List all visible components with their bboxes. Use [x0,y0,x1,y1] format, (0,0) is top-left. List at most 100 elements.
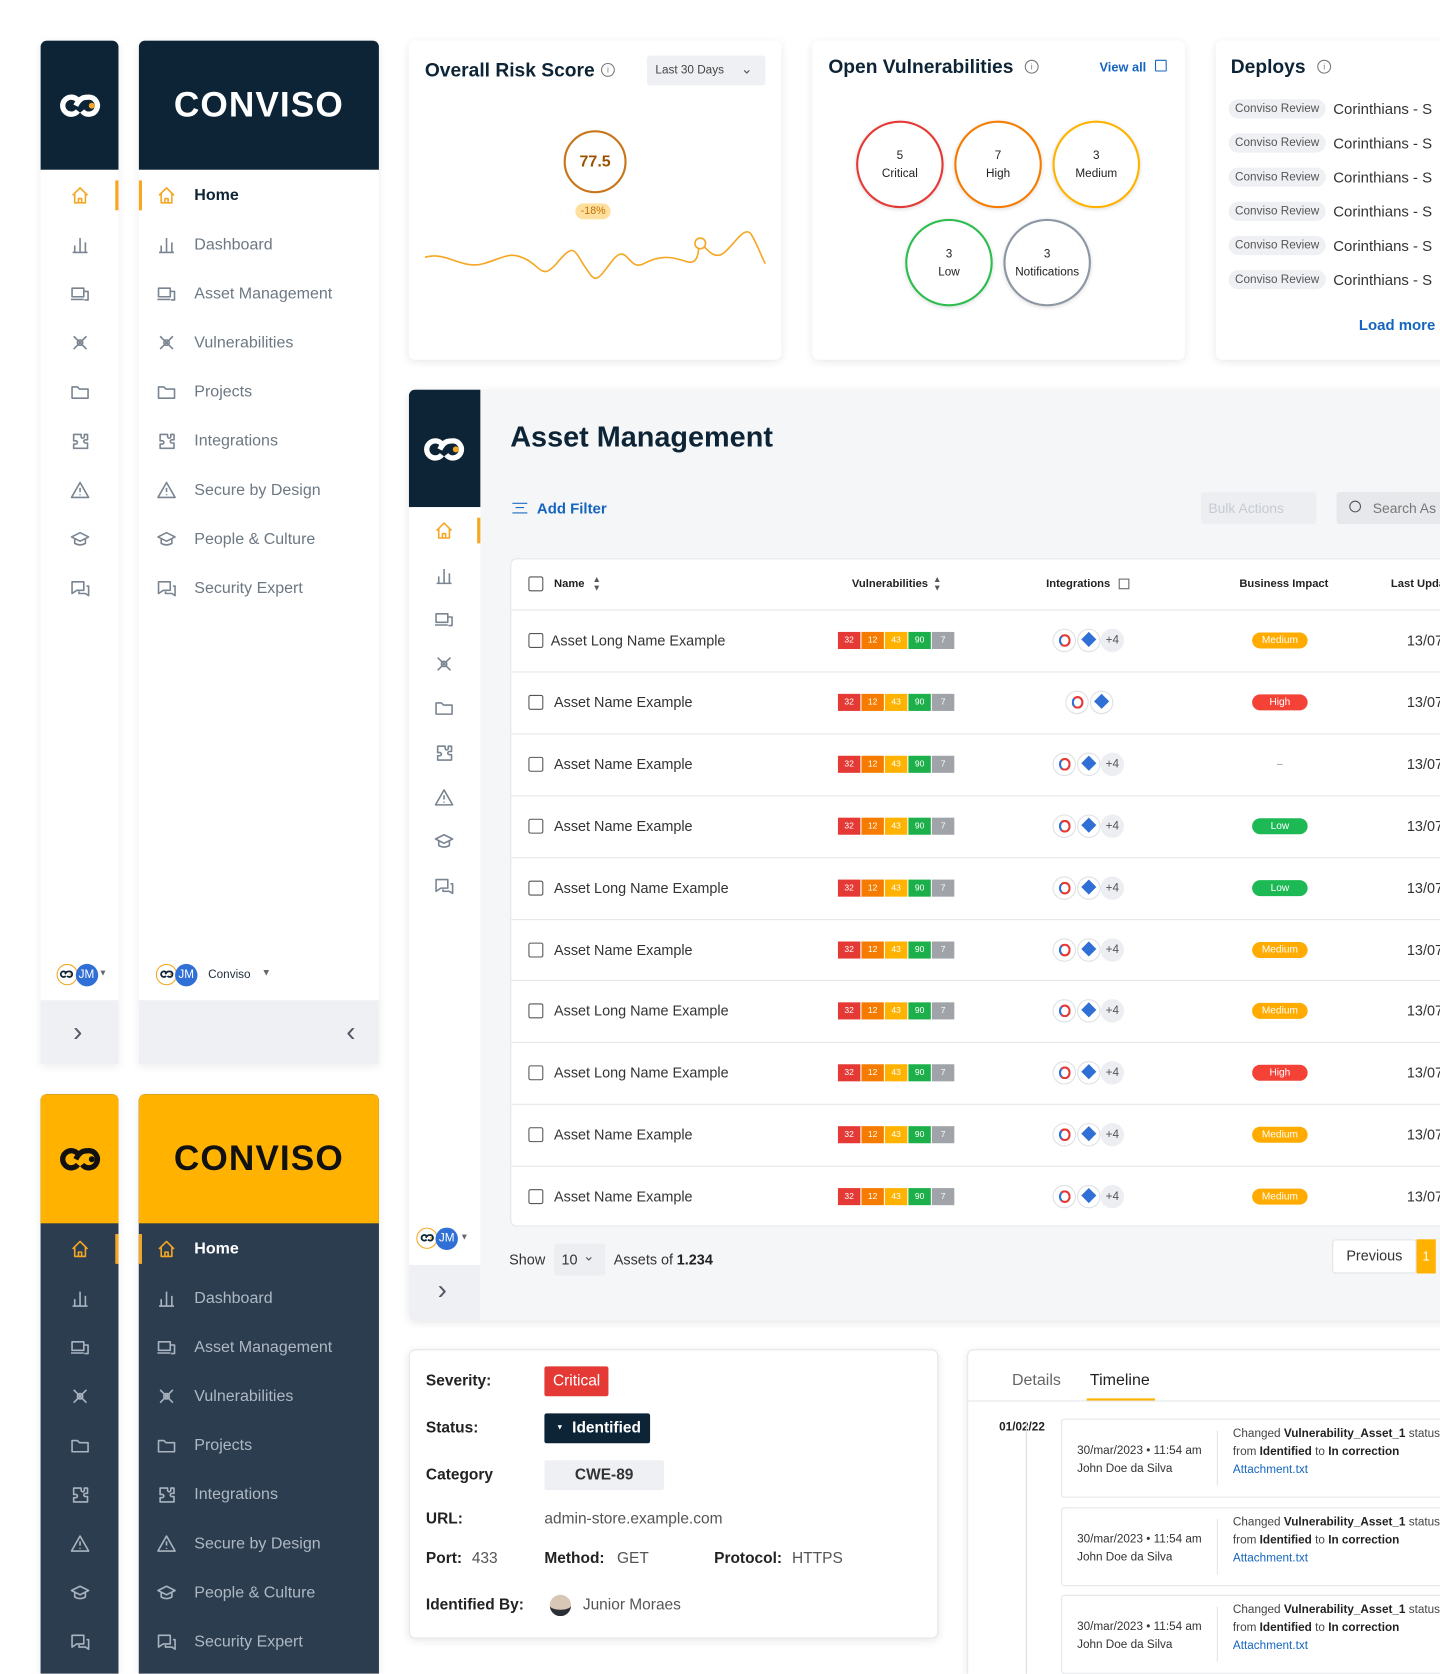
attachment-link[interactable]: Attachment.txt [1232,1551,1308,1565]
nav-icon[interactable] [70,1632,89,1651]
search-box[interactable]: Search As [1336,492,1440,525]
view-all-link[interactable]: View all [1099,59,1147,75]
impact: Medium [1252,1003,1308,1020]
nav-label[interactable]: Dashboard [194,1288,273,1308]
checkbox[interactable] [528,1003,544,1019]
checkbox[interactable] [528,694,544,710]
sidebar-toggle[interactable]: ‹ [138,1000,379,1065]
checkbox[interactable] [528,942,544,957]
checkbox[interactable] [528,880,544,896]
nav-icon[interactable] [157,431,176,450]
nav-label[interactable]: Security Expert [194,1632,303,1651]
add-filter[interactable]: Add Filter [536,499,607,517]
page-number[interactable]: 1 [1416,1239,1436,1274]
nav-icon[interactable] [70,1485,89,1504]
nav-icon[interactable] [70,480,89,499]
nav-icon[interactable] [70,1387,89,1406]
load-more[interactable]: Load more [1358,315,1436,334]
nav-icon[interactable] [157,579,176,598]
attachment-link[interactable]: Attachment.txt [1232,1463,1308,1477]
nav-label[interactable]: Asset Management [194,1338,333,1357]
nav-icon[interactable] [70,1338,89,1357]
checkbox[interactable] [528,1065,544,1081]
tab[interactable]: Timeline [1089,1371,1150,1390]
checkbox[interactable] [528,1189,544,1205]
nav-label[interactable]: People & Culture [194,1583,316,1602]
nav-icon[interactable] [70,284,89,303]
nav-icon[interactable] [157,1436,176,1455]
sidebar: CONVISO Home Dashboard Asset Management Vuln… [138,1094,379,1674]
nav-icon[interactable] [70,579,89,598]
previous-button[interactable]: Previous [1332,1239,1417,1274]
nav-label[interactable]: Secure by Design [194,1534,321,1553]
attachment-link[interactable]: Attachment.txt [1232,1639,1308,1653]
nav-icon[interactable] [157,1288,176,1307]
nav-icon[interactable] [157,235,176,254]
checkbox[interactable] [528,576,544,592]
nav-icon[interactable] [157,480,176,499]
nav-icon[interactable] [434,876,454,895]
nav-icon[interactable] [434,787,454,806]
nav-icon[interactable] [434,654,453,673]
period-select[interactable]: Last 30 Days ⌄ [646,55,766,86]
nav-icon[interactable] [434,565,453,584]
filter-icon [512,502,528,514]
nav-icon[interactable] [157,529,176,548]
sidebar-toggle[interactable]: › [40,1000,119,1065]
nav-label[interactable]: Home [194,1239,239,1259]
nav-icon[interactable] [70,1436,89,1455]
nav-label[interactable]: Integrations [194,1485,278,1504]
nav-icon[interactable] [70,1583,89,1602]
nav-icon[interactable] [434,610,453,629]
entry-text: to [1315,1621,1325,1635]
nav-icon[interactable] [70,529,89,548]
nav-icon[interactable] [157,1239,176,1258]
nav-icon[interactable] [157,1583,176,1602]
nav-label[interactable]: Home [194,186,239,205]
nav-icon[interactable] [70,1534,89,1553]
nav-icon[interactable] [157,1534,176,1553]
nav-icon[interactable] [157,1485,176,1504]
integration-icon [1052,628,1076,653]
nav-icon[interactable] [157,1632,176,1651]
checkbox[interactable] [528,633,544,648]
tab[interactable]: Details [1011,1371,1061,1390]
nav-label[interactable]: Projects [194,382,253,401]
nav-icon[interactable] [157,186,176,205]
page-size-select[interactable]: 10 ⌄ [554,1243,606,1276]
nav-label[interactable]: Asset Management [194,284,333,303]
nav-icon[interactable] [70,431,89,450]
nav-icon[interactable] [70,186,89,205]
nav-label[interactable]: People & Culture [194,529,316,549]
nav-icon[interactable] [157,1338,176,1357]
nav-icon[interactable] [434,743,453,762]
nav-icon[interactable] [70,333,89,352]
nav-label[interactable]: Projects [194,1436,253,1455]
sidebar-toggle[interactable]: › [408,1264,481,1321]
checkbox[interactable] [528,818,544,834]
nav-icon[interactable] [70,235,89,254]
nav-icon[interactable] [157,382,176,401]
nav-label[interactable]: Vulnerabilities [194,1387,294,1406]
nav-icon[interactable] [157,333,176,352]
entry-text: to [1315,1533,1325,1547]
nav-icon[interactable] [434,521,453,540]
nav-label[interactable]: Dashboard [194,235,273,254]
nav-icon[interactable] [157,1387,176,1406]
last-updated: 13/07 [1406,756,1440,773]
nav-icon[interactable] [70,382,89,401]
nav-label[interactable]: Vulnerabilities [194,333,294,352]
nav-icon[interactable] [157,284,176,303]
nav-icon[interactable] [434,699,453,718]
asset-name: Asset Name Example [554,756,693,773]
nav-label[interactable]: Integrations [194,431,278,450]
checkbox[interactable] [528,756,544,772]
nav-icon[interactable] [70,1239,89,1258]
bulk-actions[interactable]: Bulk Actions [1200,492,1317,525]
nav-label[interactable]: Secure by Design [194,480,321,500]
checkbox[interactable] [528,1127,544,1143]
nav-icon[interactable] [434,832,454,851]
nav-icon[interactable] [70,1288,89,1307]
nav-label[interactable]: Security Expert [194,579,303,598]
status-pill[interactable]: Identified ▼ [544,1413,651,1444]
